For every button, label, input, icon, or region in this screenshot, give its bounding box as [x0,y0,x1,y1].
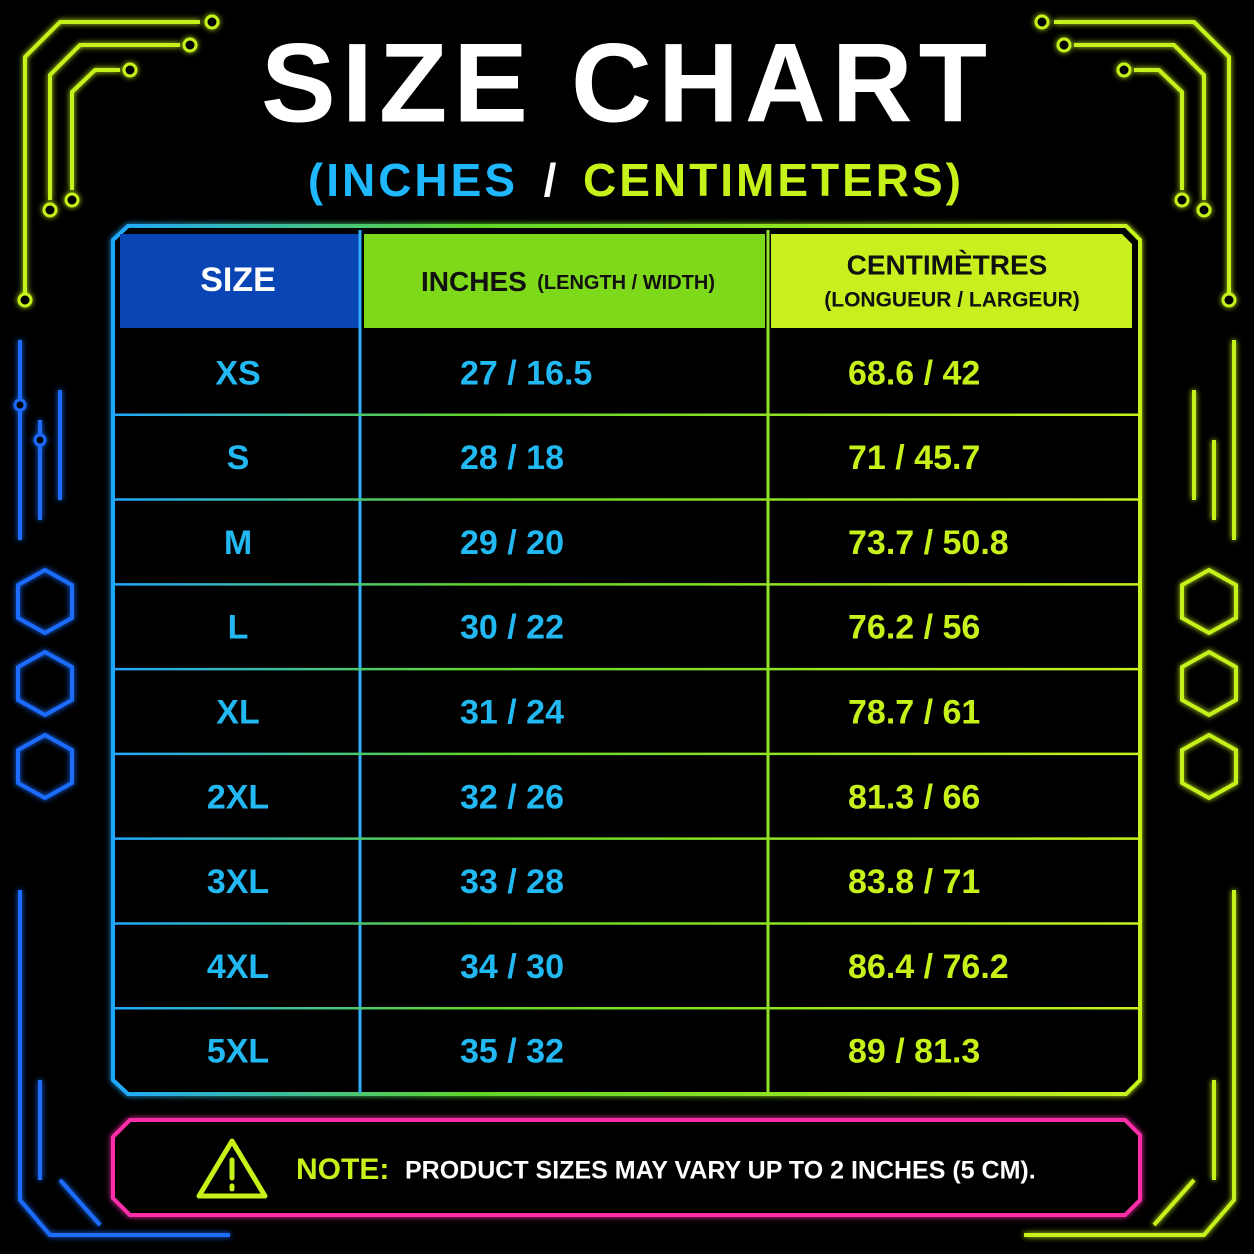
note-box [111,1118,1142,1217]
header-inches-sub: (LENGTH / WIDTH) [537,272,715,294]
decoration [13,14,1238,1237]
size-cell: 2XL [207,778,269,816]
subtitle-inches: (INCHES [308,154,518,206]
header-cell-inches [364,234,765,328]
header-cm-sub: (LONGUEUR / LARGEUR) [824,289,1080,312]
inches-cell: 32 / 26 [460,778,564,816]
cm-cell: 68.6 / 42 [848,354,980,392]
header-cell-size [120,234,359,328]
table-frame [111,224,1142,1096]
size-cell: 5XL [207,1033,269,1071]
inches-cell: 29 / 20 [460,524,564,562]
cm-cell: 76.2 / 56 [848,609,980,647]
cm-cell: 83.8 / 71 [848,863,980,901]
inches-cell: 35 / 32 [460,1033,564,1071]
table-body: XS 27 / 16.5 68.6 / 42 S 28 / 18 71 / 45.7 M 29… [113,230,1140,1093]
cm-cell: 73.7 / 50.8 [848,524,1009,562]
header-cell-cm [771,234,1132,328]
warning-icon [196,1138,268,1199]
cm-cell: 81.3 / 66 [848,778,980,816]
cm-cell: 71 / 45.7 [848,439,980,477]
size-cell: S [227,439,250,477]
size-cell: 4XL [207,948,269,986]
note-text: PRODUCT SIZES MAY VARY UP TO 2 INCHES (5… [405,1157,1036,1185]
size-cell: L [228,609,249,647]
cm-cell: 89 / 81.3 [848,1033,980,1071]
subtitle-separator: / [544,154,557,206]
inches-cell: 28 / 18 [460,439,564,477]
cm-cell: 86.4 / 76.2 [848,948,1009,986]
note-label: NOTE: [296,1153,389,1186]
header-inches: INCHES (LENGTH / WIDTH) [421,266,715,297]
size-cell: M [224,524,252,562]
size-cell: XL [216,693,259,731]
header-inches-main: INCHES [421,266,527,297]
size-cell: 3XL [207,863,269,901]
subtitle-centimeters: CENTIMETERS) [583,154,964,206]
inches-cell: 34 / 30 [460,948,564,986]
title: SIZE CHART [261,21,993,146]
inches-cell: 27 / 16.5 [460,354,592,392]
header-size: SIZE [200,261,276,299]
size-cell: XS [215,354,260,392]
inches-cell: 30 / 22 [460,609,564,647]
inches-cell: 33 / 28 [460,863,564,901]
header-cm-main: CENTIMÈTRES [847,249,1048,280]
inches-cell: 31 / 24 [460,693,564,731]
cm-cell: 78.7 / 61 [848,693,980,731]
